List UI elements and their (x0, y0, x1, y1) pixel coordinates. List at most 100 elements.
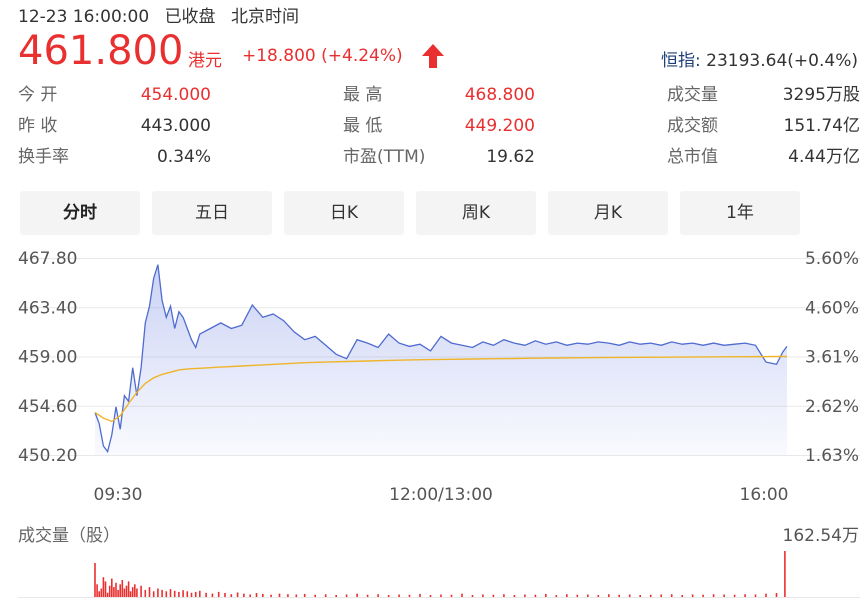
volume-bar (555, 595, 558, 597)
volume-bar (461, 593, 463, 597)
volume-bar (108, 585, 111, 597)
stat-value: 449.200 (464, 116, 535, 136)
stats-grid: 今 开 454.000 最 高 468.800 成交量 3295万股昨 收 443.000 最… (18, 82, 860, 175)
stat-label: 成交额 (667, 116, 718, 136)
volume-bar (194, 591, 197, 597)
volume-bar (681, 595, 683, 597)
volume-bar (408, 594, 411, 597)
market-status-bar: 12-23 16:00:00 已收盘 北京时间 (18, 2, 309, 27)
volume-bar (639, 595, 641, 597)
tab-1[interactable]: 五日 (152, 191, 272, 235)
volume-bar (513, 595, 516, 597)
volume-bar (127, 581, 130, 597)
volume-bar (113, 587, 115, 597)
volume-bar (691, 594, 694, 597)
stat-label: 昨 收 (18, 116, 58, 136)
y-tick-left: 463.40 (18, 298, 77, 318)
volume-bar (649, 594, 652, 597)
volume-bar (131, 587, 134, 597)
volume-bar (121, 580, 124, 597)
volume-bar (217, 591, 220, 597)
volume-bar (387, 595, 390, 597)
volume-bar (249, 594, 251, 597)
volume-bar (492, 594, 495, 597)
volume-bar (106, 592, 109, 597)
volume-bar (117, 589, 119, 597)
volume-bar (618, 594, 620, 597)
stat-label: 成交量 (667, 85, 718, 105)
volume-bar (186, 591, 189, 597)
quote-datetime: 12-23 16:00:00 (18, 7, 150, 27)
currency-label: 港元 (188, 51, 222, 71)
volume-bar (366, 594, 369, 597)
stat-label: 总市值 (667, 147, 718, 167)
volume-bar (94, 563, 96, 597)
volume-bar (377, 594, 379, 597)
tab-5[interactable]: 1年 (680, 191, 800, 235)
volume-bar (211, 593, 214, 597)
volume-bar (134, 584, 136, 597)
stat-row: 昨 收 443.000 最 低 449.200 成交额 151.74亿 (18, 113, 860, 144)
x-tick: 16:00 (740, 485, 789, 505)
x-tick: 09:30 (94, 485, 143, 505)
tab-4[interactable]: 月K (548, 191, 668, 235)
volume-bar (744, 594, 746, 597)
volume-bar (102, 577, 105, 597)
volume-bar (419, 593, 421, 597)
current-price: 461.800 (18, 28, 184, 74)
volume-bar (169, 589, 172, 597)
stat-label: 最 低 (343, 116, 383, 136)
stat-value: 151.74亿 (783, 116, 860, 136)
volume-bar (398, 594, 400, 597)
stat-row: 换手率 0.34% 市盈(TTM) 19.62 总市值 4.44万亿 (18, 144, 860, 175)
volume-bar (345, 594, 348, 597)
volume-bar (178, 591, 180, 597)
stat-value: 19.62 (486, 147, 535, 167)
volume-max-label: 162.54万 (782, 526, 859, 546)
x-tick: 12:00/13:00 (389, 485, 493, 505)
y-tick-left: 450.20 (18, 446, 77, 466)
volume-bar (784, 551, 786, 597)
volume-bar (712, 594, 715, 597)
volume-bar (524, 594, 526, 597)
volume-bar (98, 591, 100, 597)
volume-bar (119, 584, 121, 597)
volume-bar (144, 589, 147, 597)
volume-bar (754, 594, 757, 597)
tab-0[interactable]: 分时 (20, 191, 140, 235)
tab-2[interactable]: 日K (284, 191, 404, 235)
volume-bar (173, 590, 176, 597)
volume-bar (503, 594, 505, 597)
volume-bar (482, 594, 484, 597)
volume-bar (152, 591, 155, 597)
volume-bar (278, 593, 281, 597)
volume-bar (148, 587, 151, 597)
volume-bar (608, 594, 610, 597)
volume-bar (534, 594, 537, 597)
volume-bar (125, 585, 128, 597)
volume-bar (255, 593, 258, 597)
volume-chart (18, 551, 860, 598)
volume-bar (111, 578, 113, 597)
y-tick-right: 5.60% (805, 249, 859, 269)
hang-seng-index[interactable]: 恒指: 23193.64(+0.4%) (661, 46, 858, 71)
y-tick-left: 467.80 (18, 249, 77, 269)
volume-bar (230, 594, 233, 597)
volume-bar (129, 591, 132, 597)
volume-bar (576, 594, 579, 597)
volume-bar (243, 593, 245, 597)
volume-bar (115, 582, 117, 597)
y-tick-left: 454.60 (18, 397, 77, 417)
chart-period-tabs: 分时 五日 日K 周K 月K 1年 (20, 191, 800, 235)
y-tick-right: 3.61% (805, 348, 859, 368)
volume-bar (224, 593, 226, 597)
y-tick-left: 459.00 (18, 348, 77, 368)
stat-label: 换手率 (18, 147, 69, 167)
index-value: 23193.64(+0.4%) (706, 51, 858, 71)
timezone-label: 北京时间 (230, 7, 299, 27)
volume-bar (765, 593, 767, 597)
volume-bar (314, 594, 316, 597)
tab-3[interactable]: 周K (416, 191, 536, 235)
volume-bar (440, 594, 442, 597)
volume-bar (471, 595, 474, 597)
